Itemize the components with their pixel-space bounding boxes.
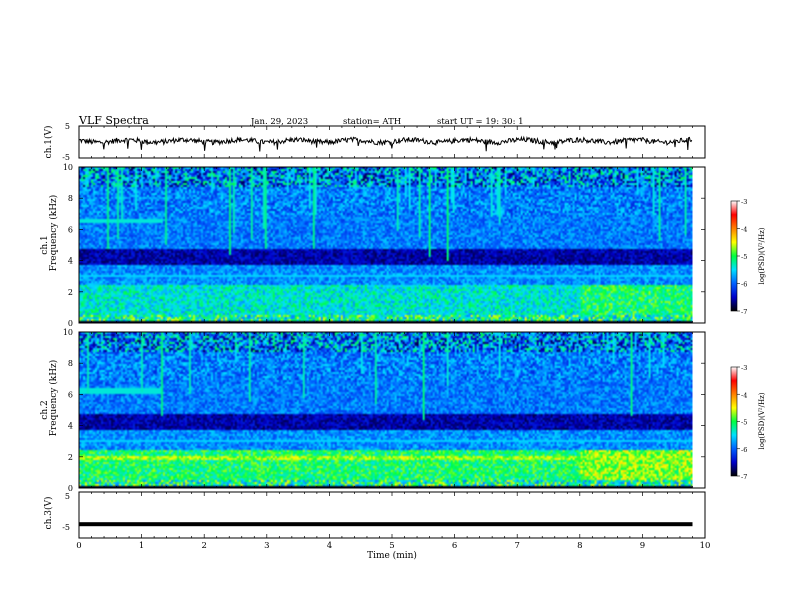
time-tick-label: 4 bbox=[327, 541, 332, 551]
ch2-spectrogram-panel: 0 2 4 6 8 10 ch.2 Frequency (kHz) bbox=[40, 328, 706, 493]
ch2-spectrogram-ticks bbox=[78, 332, 706, 488]
colorbar-tick-label: -4 bbox=[741, 226, 747, 234]
ch1-ytick-bottom: -5 bbox=[62, 153, 70, 162]
ch1-spectrogram-ticks bbox=[78, 167, 706, 323]
ch3-waveform-panel: 5 -5 ch.3(V) bbox=[43, 491, 706, 539]
ch2-spectrogram-image bbox=[79, 332, 693, 488]
ch1-frequency-ylabel: Frequency (kHz) bbox=[48, 195, 59, 272]
ch1-ytick-top: 5 bbox=[65, 122, 70, 131]
frequency-tick-label: 10 bbox=[63, 163, 73, 172]
station-label: station= ATH bbox=[343, 117, 401, 127]
ch1-colorbar-tick-labels: -3 -4 -5 -6 -7 bbox=[737, 198, 747, 316]
ch2-colorbar-label: log(PSD)(V²/Hz) bbox=[758, 392, 766, 449]
time-tick-label: 7 bbox=[514, 541, 519, 551]
colorbar-tick-label: -4 bbox=[741, 391, 747, 399]
frequency-tick-label: 4 bbox=[68, 257, 73, 266]
colorbar-tick-label: -6 bbox=[741, 281, 747, 289]
ch3-ytick-bottom: -5 bbox=[62, 523, 70, 532]
frequency-tick-label: 6 bbox=[68, 225, 73, 234]
time-axis-label: Time (min) bbox=[367, 550, 417, 561]
colorbar-tick-label: -3 bbox=[741, 364, 747, 372]
time-tick-label: 1 bbox=[139, 541, 144, 551]
time-tick-label: 0 bbox=[76, 541, 81, 551]
ch1-colorbar-gradient bbox=[730, 200, 738, 312]
colorbar-tick-label: -5 bbox=[741, 253, 747, 261]
colorbar-tick-label: -3 bbox=[741, 198, 747, 206]
ch1-waveform-ylabel: ch.1(V) bbox=[43, 126, 54, 159]
ch2-frequency-ylabel: Frequency (kHz) bbox=[48, 360, 59, 437]
start-time-label: start UT = 19: 30: 1 bbox=[437, 117, 524, 127]
frequency-tick-label: 10 bbox=[63, 328, 73, 337]
ch1-waveform-ticks bbox=[78, 126, 706, 158]
ch1-channel-label: ch.1 bbox=[40, 235, 50, 254]
time-tick-label: 6 bbox=[452, 541, 457, 551]
time-tick-label: 5 bbox=[389, 541, 394, 551]
frequency-tick-label: 8 bbox=[68, 359, 73, 368]
ch1-spectrogram-panel: 0 2 4 6 8 10 ch.1 Frequency (kHz) bbox=[40, 163, 706, 328]
time-axis-tick-labels: 0 1 2 3 4 5 6 7 8 9 10 bbox=[76, 541, 710, 551]
frequency-tick-label: 4 bbox=[68, 422, 73, 431]
ch2-colorbar-tick-labels: -3 -4 -5 -6 -7 bbox=[737, 364, 747, 481]
colorbar-tick-label: -5 bbox=[741, 419, 747, 427]
time-tick-label: 8 bbox=[577, 541, 582, 551]
ch1-frequency-tick-labels: 0 2 4 6 8 10 bbox=[63, 163, 705, 328]
ch3-waveform-ylabel: ch.3(V) bbox=[43, 497, 54, 530]
frequency-tick-label: 2 bbox=[68, 453, 73, 462]
date-label: Jan. 29, 2023 bbox=[250, 117, 308, 127]
time-tick-label: 2 bbox=[201, 541, 206, 551]
colorbar-tick-label: -6 bbox=[741, 446, 747, 454]
ch3-waveform-frame bbox=[78, 491, 706, 539]
frequency-tick-label: 2 bbox=[68, 288, 73, 297]
ch1-waveform-panel: 5 -5 ch.1(V) bbox=[43, 122, 706, 162]
ch3-waveform-ticks bbox=[78, 492, 706, 538]
ch1-waveform-line bbox=[78, 135, 693, 152]
frequency-tick-label: 0 bbox=[68, 484, 73, 493]
ch1-waveform-frame bbox=[78, 125, 706, 159]
ch2-colorbar-gradient bbox=[730, 366, 738, 477]
ch1-colorbar: -3 -4 -5 -6 -7 log(PSD)(V²/Hz) bbox=[730, 198, 766, 316]
ch1-spectrogram-image bbox=[79, 167, 693, 323]
time-tick-label: 3 bbox=[264, 541, 269, 551]
ch1-colorbar-label: log(PSD)(V²/Hz) bbox=[758, 227, 766, 284]
figure-title: VLF Spectra bbox=[78, 114, 149, 127]
colorbar-tick-label: -7 bbox=[741, 308, 747, 316]
colorbar-tick-label: -7 bbox=[741, 473, 747, 481]
frequency-tick-label: 8 bbox=[68, 194, 73, 203]
ch2-colorbar: -3 -4 -5 -6 -7 log(PSD)(V²/Hz) bbox=[730, 364, 766, 481]
ch3-ytick-top: 5 bbox=[65, 492, 70, 501]
ch2-frequency-tick-labels: 0 2 4 6 8 10 bbox=[63, 328, 705, 493]
frequency-tick-label: 0 bbox=[68, 319, 73, 328]
ch3-waveform-line bbox=[79, 522, 693, 527]
time-tick-label: 10 bbox=[700, 541, 711, 551]
time-tick-label: 9 bbox=[640, 541, 645, 551]
ch2-channel-label: ch.2 bbox=[40, 400, 50, 419]
frequency-tick-label: 6 bbox=[68, 390, 73, 399]
